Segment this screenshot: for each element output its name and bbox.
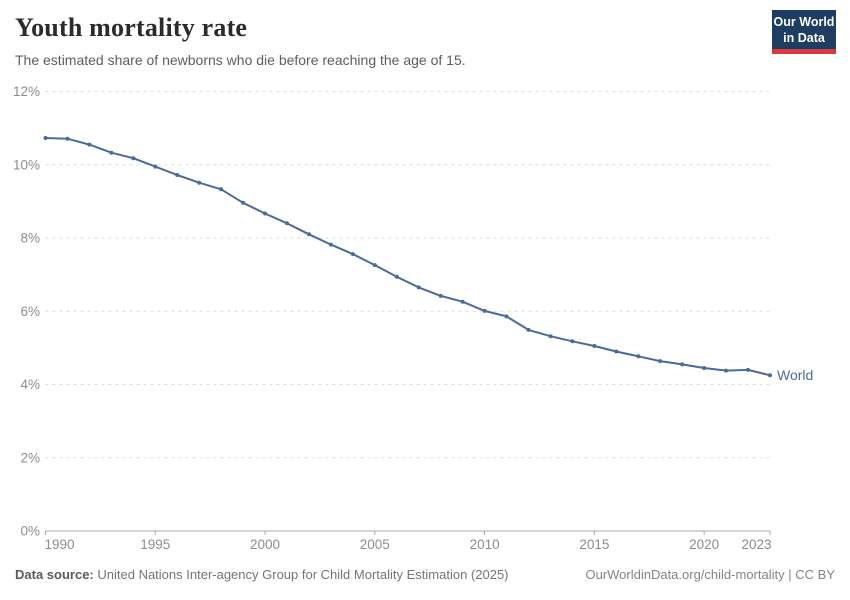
page-footer: Data source: United Nations Inter-agency…: [15, 567, 835, 582]
series-label-world[interactable]: World: [777, 367, 813, 383]
x-axis-label: 1990: [45, 537, 75, 552]
data-point-marker[interactable]: [87, 142, 92, 147]
x-axis-label: 2015: [579, 537, 609, 552]
license-link[interactable]: CC BY: [795, 567, 835, 582]
data-point-marker[interactable]: [416, 285, 421, 290]
data-point-marker[interactable]: [482, 308, 487, 313]
x-axis-label: 1995: [140, 537, 170, 552]
data-point-marker[interactable]: [328, 242, 333, 247]
x-axis-label: 2023: [741, 537, 771, 552]
data-point-marker[interactable]: [658, 359, 663, 364]
data-point-marker[interactable]: [724, 368, 729, 373]
data-point-marker[interactable]: [219, 187, 224, 192]
data-point-marker[interactable]: [307, 232, 311, 237]
data-point-marker[interactable]: [504, 314, 509, 319]
data-point-marker[interactable]: [153, 164, 158, 169]
data-point-marker[interactable]: [680, 362, 685, 367]
data-point-marker[interactable]: [702, 366, 707, 370]
y-axis-label: 6%: [20, 304, 40, 319]
data-point-marker[interactable]: [636, 354, 641, 359]
data-point-marker[interactable]: [65, 136, 70, 141]
chart-subtitle: The estimated share of newborns who die …: [15, 52, 466, 68]
data-point-marker[interactable]: [372, 263, 377, 268]
y-axis-label: 10%: [13, 157, 40, 172]
data-point-marker[interactable]: [131, 156, 136, 161]
data-point-marker[interactable]: [175, 173, 180, 177]
x-axis-label: 2020: [689, 537, 719, 552]
y-axis-label: 0%: [20, 524, 40, 539]
data-point-marker[interactable]: [263, 211, 267, 216]
data-point-marker[interactable]: [197, 180, 202, 185]
y-axis-label: 12%: [13, 84, 40, 99]
logo-text-line1: Our World: [773, 15, 835, 29]
data-point-marker[interactable]: [43, 136, 48, 140]
footer-right: OurWorldinData.org/child-mortality | CC …: [585, 567, 835, 582]
data-point-marker[interactable]: [438, 293, 443, 298]
data-point-marker[interactable]: [768, 373, 772, 378]
data-point-marker[interactable]: [614, 349, 619, 354]
x-axis-label: 2010: [470, 537, 500, 552]
line-chart: 0% 2% 4% 6% 8% 10% 12% 1990 1995 2000 2005 2010 2015…: [13, 84, 813, 552]
x-axis-label: 2005: [360, 537, 390, 552]
data-point-marker[interactable]: [109, 150, 114, 155]
data-point-marker[interactable]: [548, 334, 553, 339]
data-point-marker[interactable]: [394, 274, 399, 279]
y-axis-label: 8%: [20, 231, 40, 246]
data-source-text: United Nations Inter-agency Group for Ch…: [97, 567, 509, 582]
x-axis-label: 2000: [250, 537, 280, 552]
y-axis-label: 4%: [20, 377, 40, 392]
y-axis-label: 2%: [20, 450, 40, 465]
data-point-marker[interactable]: [746, 367, 750, 372]
world-series-line: [44, 137, 771, 377]
data-point-marker[interactable]: [285, 221, 289, 226]
data-point-marker[interactable]: [526, 327, 531, 332]
data-point-marker[interactable]: [570, 339, 575, 344]
chart-title: Youth mortality rate: [15, 13, 248, 42]
data-source-line: Data source: United Nations Inter-agency…: [15, 567, 509, 582]
data-source-label: Data source:: [15, 567, 94, 582]
logo-text-line2: in Data: [783, 31, 825, 45]
data-point-marker[interactable]: [592, 344, 597, 348]
footer-separator: |: [788, 567, 792, 582]
data-point-marker[interactable]: [241, 200, 246, 205]
owid-logo[interactable]: Our World in Data: [772, 10, 836, 54]
footer-link[interactable]: OurWorldinData.org/child-mortality: [585, 567, 785, 582]
data-point-marker[interactable]: [460, 299, 465, 304]
data-point-marker[interactable]: [350, 252, 355, 257]
